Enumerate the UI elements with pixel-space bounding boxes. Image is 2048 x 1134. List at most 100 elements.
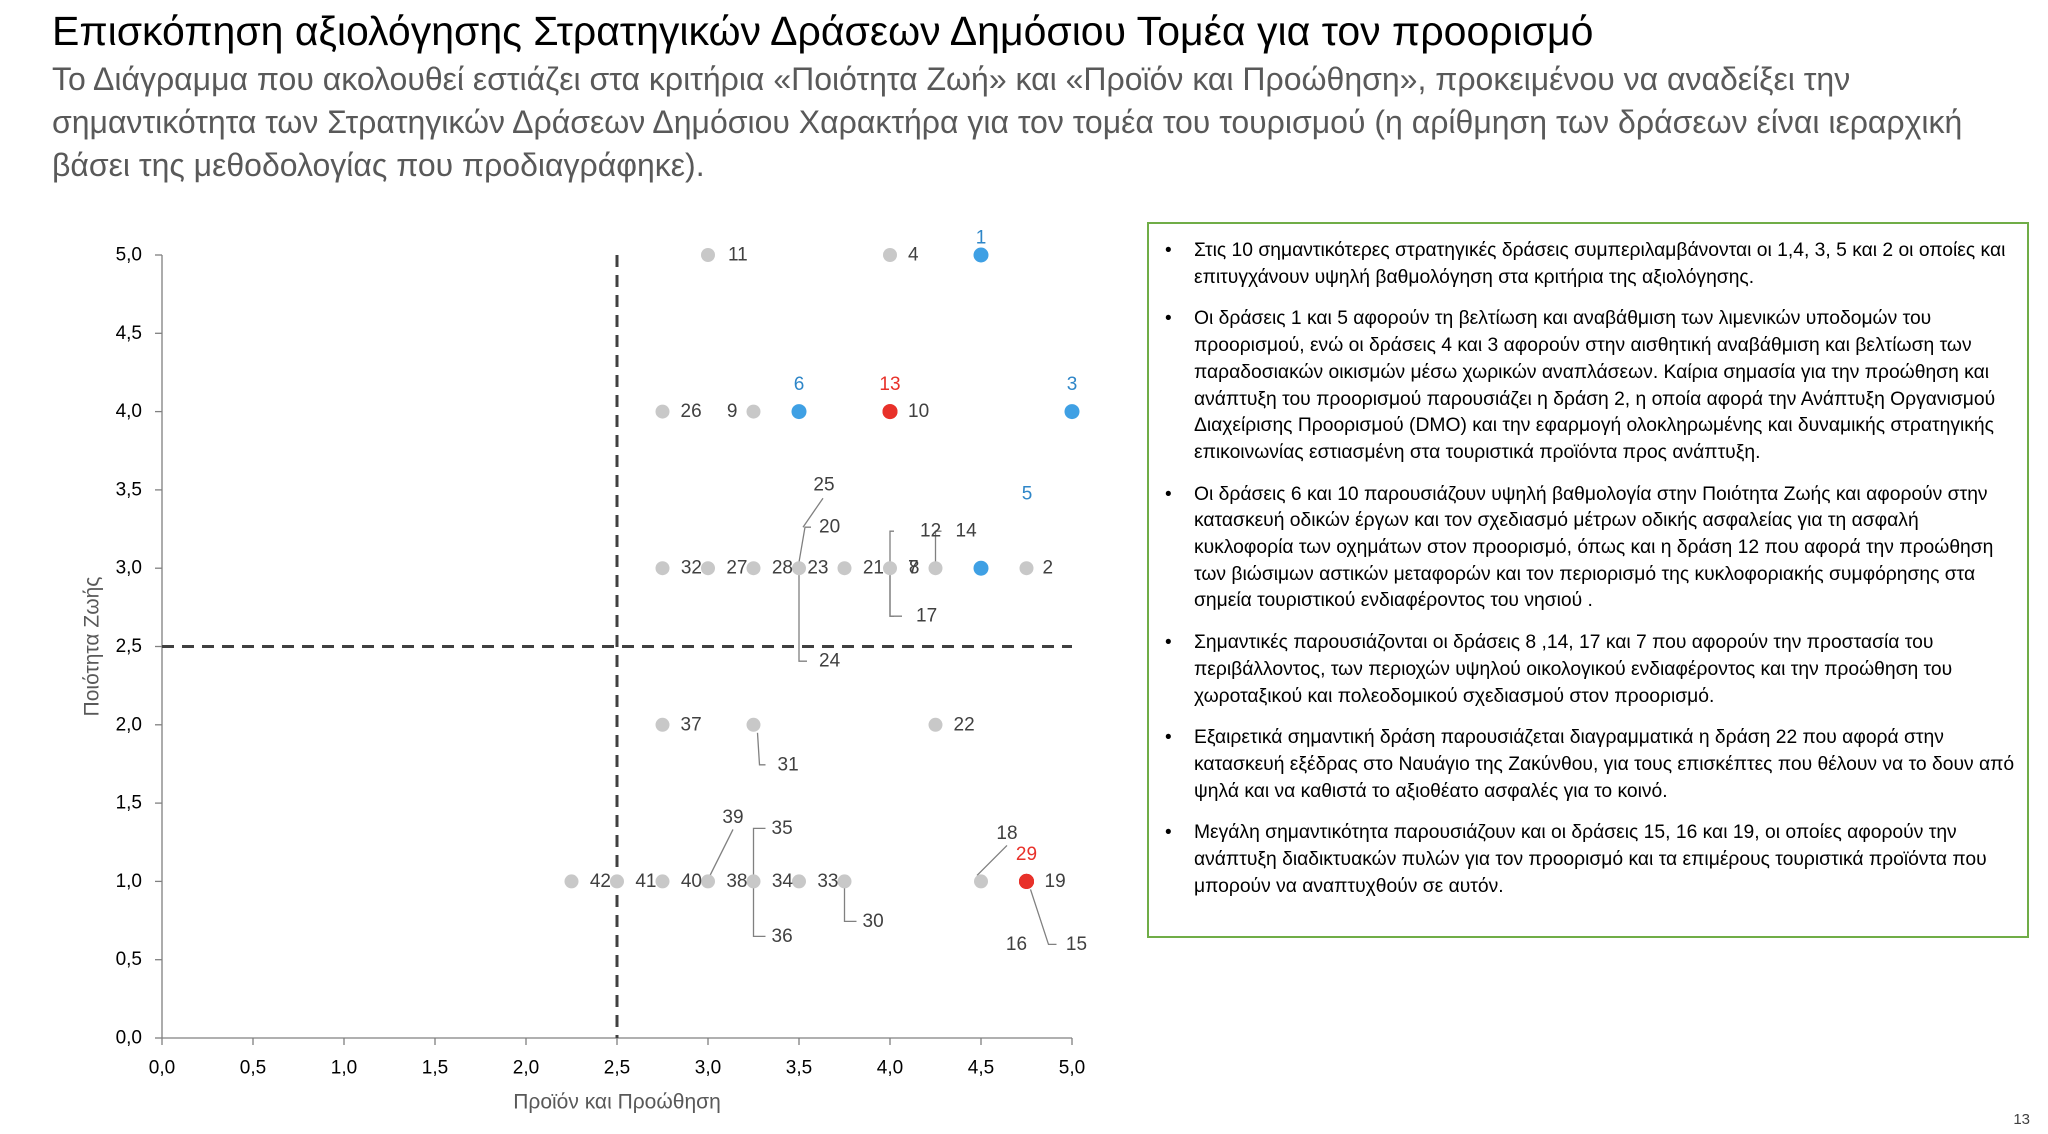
point-label: 29	[1016, 844, 1037, 865]
point-marker	[928, 717, 943, 732]
leader-line	[976, 844, 1008, 876]
point-label: 10	[908, 401, 929, 422]
point-marker	[883, 561, 897, 576]
note-item: • Σημαντικές παρουσιάζονται οι δράσεις 8 …	[1157, 630, 2015, 710]
note-item: • Οι δράσεις 6 και 10 παρουσιάζουν υψηλή …	[1157, 482, 2015, 616]
point-label: 5	[1022, 484, 1033, 505]
x-tick-label: 1,0	[331, 1058, 357, 1079]
page-subtitle: Το Διάγραμμα που ακολουθεί εστιάζει στα …	[52, 61, 1963, 183]
point-marker	[1064, 404, 1080, 420]
point-marker	[837, 874, 852, 889]
point-label: 28	[772, 558, 793, 579]
y-tick-label: 4,5	[116, 323, 142, 344]
note-text: Οι δράσεις 6 και 10 παρουσιάζουν υψηλή β…	[1194, 483, 1994, 612]
point-label: 37	[681, 714, 702, 735]
leader-line	[934, 530, 942, 563]
point-label: 9	[727, 401, 738, 422]
point-label: 27	[726, 558, 747, 579]
note-text: Στις 10 σημαντικότερες στρατηγικές δράσε…	[1194, 240, 2006, 288]
point-label: 34	[772, 871, 794, 892]
note-text: Μεγάλη σημαντικότητα παρουσιάζουν και οι…	[1194, 822, 1987, 897]
note-item: • Εξαιρετικά σημαντική δράση παρουσιάζετα…	[1157, 725, 2015, 805]
point-label: 19	[1045, 871, 1066, 892]
point-label: 26	[681, 401, 702, 422]
point-label: 20	[819, 517, 840, 538]
bullet-icon: •	[1165, 308, 1172, 330]
point-marker	[973, 560, 989, 576]
point-marker	[746, 874, 761, 889]
point-marker	[792, 561, 806, 576]
y-tick-label: 1,5	[116, 793, 142, 814]
x-tick-label: 0,5	[240, 1058, 266, 1079]
point-label: 25	[813, 475, 834, 496]
x-tick-label: 0,0	[149, 1058, 175, 1079]
point-label: 7	[908, 558, 919, 579]
point-label: 11	[728, 245, 748, 266]
point-marker	[610, 874, 624, 889]
point-marker	[746, 717, 761, 732]
point-label: 8	[909, 558, 920, 579]
point-label: 39	[722, 807, 743, 828]
point-label: 3	[1067, 374, 1078, 395]
point-label: 32	[681, 558, 702, 579]
y-axis-title: Ποιότητα Ζωής	[81, 577, 104, 717]
point-label: 33	[817, 871, 838, 892]
point-label: 24	[819, 651, 841, 672]
point-marker	[746, 404, 761, 419]
leader-line	[798, 574, 807, 662]
note-item: • Στις 10 σημαντικότερες στρατηγικές δράσ…	[1157, 238, 2015, 291]
x-tick-label: 2,5	[604, 1058, 630, 1079]
point-marker	[973, 247, 989, 263]
point-label: 30	[863, 911, 884, 932]
y-tick-label: 5,0	[116, 245, 142, 266]
point-marker	[655, 404, 670, 419]
scatter-chart: 0,0 0,5 1,0 1,5 2,0 2,5 3,0 3,5 4,0 4,5 5,0 0,0 0,5 1…	[81, 228, 1088, 1114]
x-tick-label: 1,5	[422, 1058, 448, 1079]
bullet-icon: •	[1165, 240, 1172, 261]
leader-line	[709, 829, 734, 876]
point-marker	[655, 717, 670, 732]
x-tick-label: 2,0	[513, 1058, 539, 1079]
point-marker	[837, 561, 852, 576]
point-marker	[1019, 561, 1034, 576]
x-tick-label: 3,0	[695, 1058, 721, 1079]
point-label: 16	[1006, 934, 1027, 955]
leader-line	[1029, 889, 1057, 946]
point-label: 15	[1066, 934, 1087, 955]
x-axis-title: Προϊόν και Προώθηση	[513, 1091, 721, 1114]
note-item: • Μεγάλη σημαντικότητα παρουσιάζουν και ο…	[1157, 820, 2015, 900]
point-marker	[928, 561, 943, 576]
leader-line	[843, 887, 857, 923]
point-label: 22	[954, 714, 975, 735]
point-label: 38	[726, 871, 747, 892]
point-marker	[655, 874, 670, 889]
y-tick-label: 0,5	[116, 949, 142, 970]
page-number: 13	[2013, 1111, 2030, 1128]
y-tick-label: 2,0	[116, 714, 142, 735]
point-marker	[746, 561, 761, 576]
point-label: 35	[772, 818, 793, 839]
point-label: 21	[863, 558, 884, 579]
y-tick-label: 2,5	[116, 636, 142, 657]
bullet-icon: •	[1165, 483, 1172, 505]
point-marker	[701, 874, 715, 889]
point-marker	[655, 561, 670, 576]
point-marker	[883, 248, 897, 262]
notes-list: • Στις 10 σημαντικότερες στρατηγικές δράσ…	[1157, 238, 2015, 900]
point-marker	[792, 874, 806, 889]
note-item: • Οι δράσεις 1 και 5 αφορούν τη βελτίωση …	[1157, 306, 2015, 466]
bullet-icon: •	[1165, 632, 1172, 654]
point-label: 42	[590, 871, 611, 892]
point-label: 31	[778, 754, 799, 775]
point-label: 14	[956, 521, 978, 542]
notes-box: • Στις 10 σημαντικότερες στρατηγικές δράσ…	[1147, 222, 2029, 938]
point-label: 23	[807, 558, 828, 579]
point-label: 36	[772, 926, 793, 947]
point-label: 41	[635, 871, 656, 892]
point-marker	[564, 874, 579, 889]
point-label: 17	[916, 606, 937, 627]
point-label: 4	[908, 245, 919, 266]
point-marker	[701, 561, 715, 576]
leader-line	[889, 568, 902, 617]
point-marker	[701, 248, 715, 262]
